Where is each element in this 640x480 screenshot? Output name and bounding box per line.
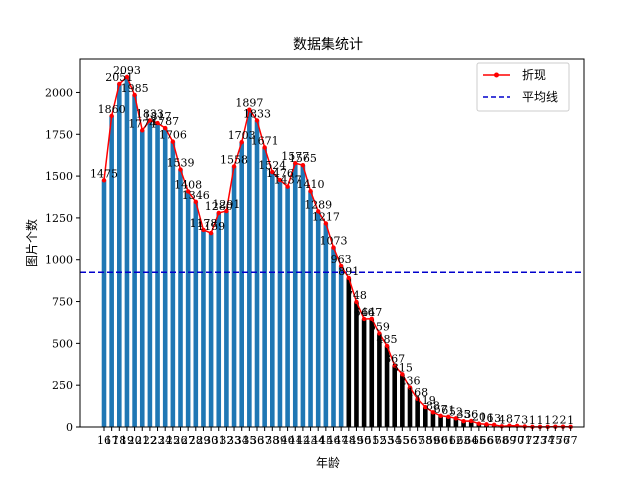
value-label: 2 <box>552 414 559 427</box>
value-label: 963 <box>331 253 352 266</box>
bar <box>194 202 199 427</box>
value-label: 1410 <box>297 178 325 191</box>
bar <box>278 180 283 427</box>
value-label: 1475 <box>90 167 118 180</box>
value-label: 485 <box>377 333 398 346</box>
bar <box>324 223 329 427</box>
value-label: 1706 <box>159 129 187 142</box>
bar <box>102 180 107 427</box>
value-label: 1291 <box>212 198 240 211</box>
bar <box>293 163 298 427</box>
bar <box>270 172 275 427</box>
bar <box>201 230 206 427</box>
value-label: 1558 <box>220 153 248 166</box>
bar <box>109 116 114 427</box>
bar <box>155 123 160 427</box>
value-label: 2093 <box>113 64 141 77</box>
value-label: 7 <box>514 413 521 426</box>
legend-entry-mean: 平均线 <box>522 90 558 104</box>
bar <box>362 319 367 427</box>
bar <box>285 187 290 427</box>
legend-entry-line: 折现 <box>522 67 546 82</box>
bar <box>354 302 359 427</box>
bar <box>209 233 214 427</box>
value-label: 1565 <box>289 152 317 165</box>
value-label: 1073 <box>320 235 348 248</box>
bar <box>239 142 244 427</box>
value-label: 891 <box>338 265 359 278</box>
x-tick-label: 77 <box>564 434 578 447</box>
value-label: 1671 <box>251 134 279 147</box>
bar <box>331 248 336 427</box>
value-label: 1833 <box>243 107 271 120</box>
bar <box>308 191 313 427</box>
bar <box>163 128 168 427</box>
value-label: 1289 <box>304 198 332 211</box>
value-label: 315 <box>392 361 413 374</box>
value-label: 1 <box>529 414 536 427</box>
bar <box>377 333 382 427</box>
bar <box>140 130 145 427</box>
value-label: 1787 <box>151 115 179 128</box>
value-label: 559 <box>369 320 390 333</box>
value-label: 4 <box>498 413 505 426</box>
value-label: 3 <box>521 413 528 426</box>
value-label: 1217 <box>312 210 340 223</box>
bar <box>132 95 137 427</box>
value-label: 1 <box>537 414 544 427</box>
bar <box>216 213 221 427</box>
value-label: 1985 <box>121 82 149 95</box>
value-label: 748 <box>346 289 367 302</box>
y-tick-label: 1250 <box>45 212 73 225</box>
y-axis-label: 图片个数 <box>24 219 39 267</box>
value-label: 8 <box>506 413 513 426</box>
y-tick-label: 1750 <box>45 128 73 141</box>
y-tick-label: 1500 <box>45 170 73 183</box>
bar <box>224 211 229 427</box>
y-tick-label: 500 <box>52 337 73 350</box>
bar <box>178 170 183 427</box>
bar <box>262 147 267 427</box>
value-label: 1 <box>567 414 574 427</box>
bar <box>339 266 344 427</box>
value-label: 1 <box>544 414 551 427</box>
bar <box>148 120 153 427</box>
chart-title: 数据集统计 <box>293 36 363 53</box>
y-tick-label: 1000 <box>45 254 73 267</box>
bar <box>392 366 397 427</box>
x-axis-label: 年龄 <box>316 456 340 470</box>
value-label: 647 <box>361 306 382 319</box>
plot-area: 1475186020512093198517741833181717871706… <box>45 59 584 447</box>
bar <box>117 84 122 427</box>
y-tick-label: 750 <box>52 296 73 309</box>
value-label: 1860 <box>98 103 126 116</box>
value-label: 2 <box>560 414 567 427</box>
bar <box>369 319 374 427</box>
legend-line-marker <box>494 73 499 78</box>
value-label: 1159 <box>197 220 225 233</box>
legend: 折现 平均线 <box>477 63 569 111</box>
y-tick-label: 250 <box>52 379 73 392</box>
value-label: 1539 <box>167 157 195 170</box>
y-tick-label: 0 <box>66 421 73 434</box>
y-tick-label: 2000 <box>45 86 73 99</box>
